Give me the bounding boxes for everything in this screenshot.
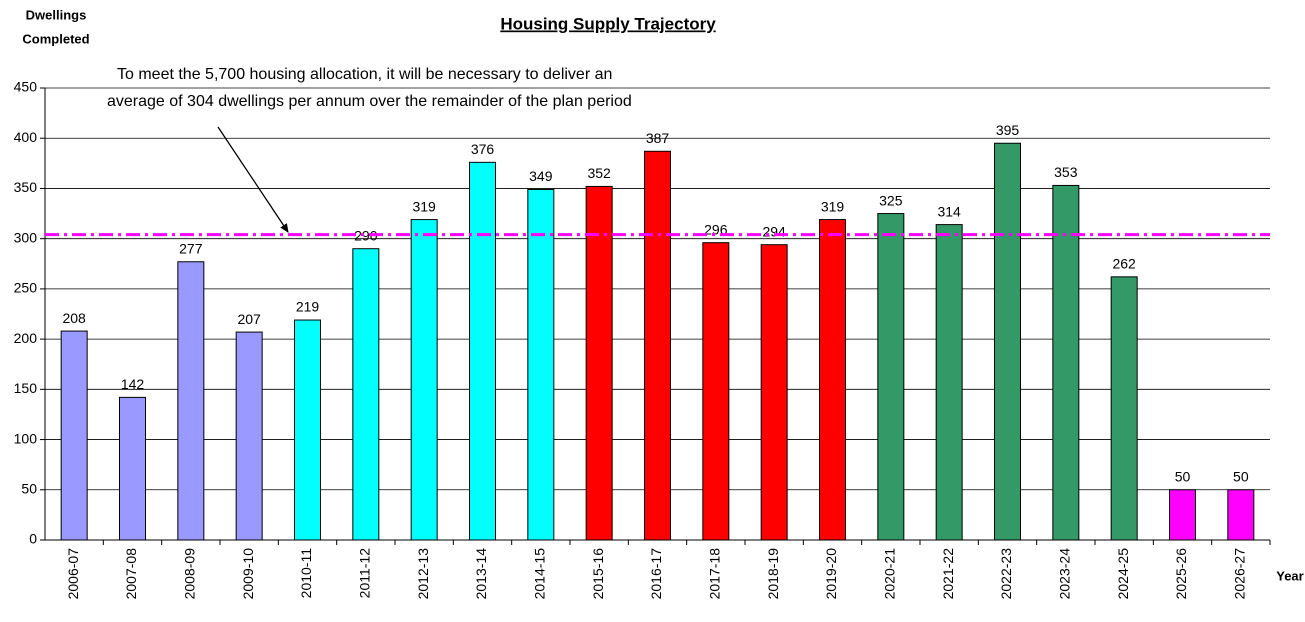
data-label: 142 <box>121 376 145 392</box>
bar <box>1052 184 1080 541</box>
x-tick-label: 2012-13 <box>415 548 431 600</box>
data-label: 50 <box>1233 468 1249 484</box>
data-label: 50 <box>1175 468 1191 484</box>
annotation: average of 304 dwellings per annum over … <box>107 93 632 110</box>
x-tick-label: 2026-27 <box>1232 548 1248 600</box>
x-tick-label: 2019-20 <box>823 548 839 600</box>
x-tick-label: 2009-10 <box>240 548 256 600</box>
data-label: 325 <box>879 192 903 208</box>
data-label: 349 <box>529 168 553 184</box>
data-label: 219 <box>296 299 320 315</box>
data-label: 352 <box>587 165 611 181</box>
bar <box>352 248 380 541</box>
bar <box>702 242 730 541</box>
bar <box>819 219 846 541</box>
x-tick-label: 2020-21 <box>882 548 898 600</box>
x-tick-label: 2021-22 <box>940 548 956 600</box>
bar <box>410 219 438 541</box>
y-axis-label: Dwellings <box>26 7 87 22</box>
x-tick-label: 2025-26 <box>1173 548 1189 600</box>
bar <box>177 261 205 541</box>
data-label: 277 <box>179 240 203 256</box>
data-label: 207 <box>237 311 261 327</box>
bar <box>119 396 146 541</box>
x-tick-label: 2016-17 <box>648 548 664 600</box>
data-label: 314 <box>937 203 961 219</box>
x-tick-label: 2017-18 <box>707 548 723 600</box>
x-tick-label: 2011-12 <box>357 548 373 599</box>
data-label: 319 <box>821 198 845 214</box>
data-label: 294 <box>762 223 786 239</box>
bar <box>469 161 496 541</box>
x-tick-label: 2013-14 <box>473 548 489 600</box>
x-tick-label: 2015-16 <box>590 548 606 600</box>
y-tick-label: 450 <box>14 79 38 95</box>
data-label: 387 <box>646 130 670 146</box>
y-tick-label: 100 <box>14 430 38 446</box>
x-tick-label: 2006-07 <box>65 548 81 600</box>
bar <box>585 185 613 541</box>
data-label: 353 <box>1054 164 1078 180</box>
y-tick-label: 50 <box>21 480 37 496</box>
annotation: To meet the 5,700 housing allocation, it… <box>117 66 612 83</box>
x-tick-label: 2023-24 <box>1057 548 1073 600</box>
y-tick-label: 200 <box>14 330 38 346</box>
x-tick-label: 2008-09 <box>182 548 198 600</box>
data-label: 208 <box>62 310 86 326</box>
x-tick-label: 2018-19 <box>765 548 781 600</box>
x-axis-label: Year <box>1276 568 1303 583</box>
bar <box>1110 276 1138 541</box>
data-label: 290 <box>354 227 378 243</box>
data-label: 319 <box>412 198 436 214</box>
bar <box>527 188 555 541</box>
x-tick-label: 2014-15 <box>532 548 548 600</box>
bar <box>935 224 963 541</box>
y-tick-label: 300 <box>14 229 38 245</box>
data-label: 376 <box>471 141 495 157</box>
y-tick-label: 350 <box>14 179 38 195</box>
y-tick-label: 0 <box>29 531 37 547</box>
annotation-arrow <box>217 126 289 233</box>
y-tick-label: 250 <box>14 280 38 296</box>
data-label: 262 <box>1112 256 1136 272</box>
chart-title: Housing Supply Trajectory <box>500 14 716 33</box>
bar <box>644 150 671 541</box>
bar <box>760 244 788 541</box>
bar <box>294 319 321 541</box>
y-tick-label: 150 <box>14 380 38 396</box>
bar <box>1227 489 1255 541</box>
bar <box>1169 489 1196 541</box>
x-tick-label: 2010-11 <box>298 548 314 599</box>
bar <box>235 331 263 541</box>
data-label: 395 <box>996 122 1020 138</box>
y-tick-label: 400 <box>14 129 38 145</box>
bar <box>877 213 905 541</box>
bar <box>60 330 88 541</box>
x-tick-label: 2024-25 <box>1115 548 1131 600</box>
bar <box>994 142 1021 541</box>
x-tick-label: 2007-08 <box>123 548 139 600</box>
y-axis-label: Completed <box>22 31 89 46</box>
x-tick-label: 2022-23 <box>998 548 1014 600</box>
